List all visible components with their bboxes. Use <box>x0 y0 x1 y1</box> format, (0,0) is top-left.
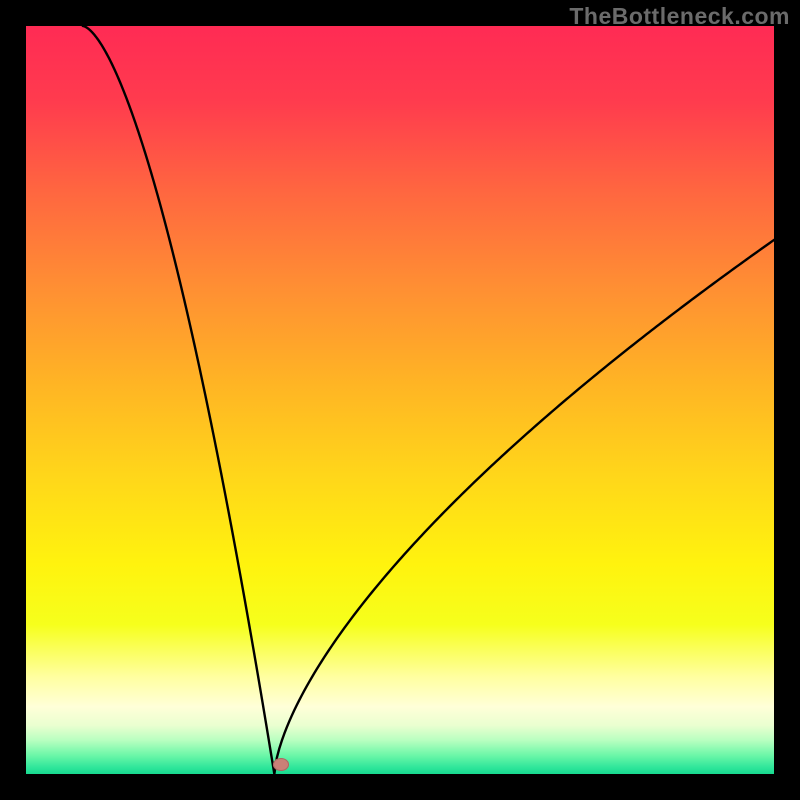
watermark-text: TheBottleneck.com <box>569 3 790 30</box>
optimal-point-marker <box>273 758 289 771</box>
chart-container: TheBottleneck.com <box>0 0 800 800</box>
plot-area <box>26 26 774 774</box>
